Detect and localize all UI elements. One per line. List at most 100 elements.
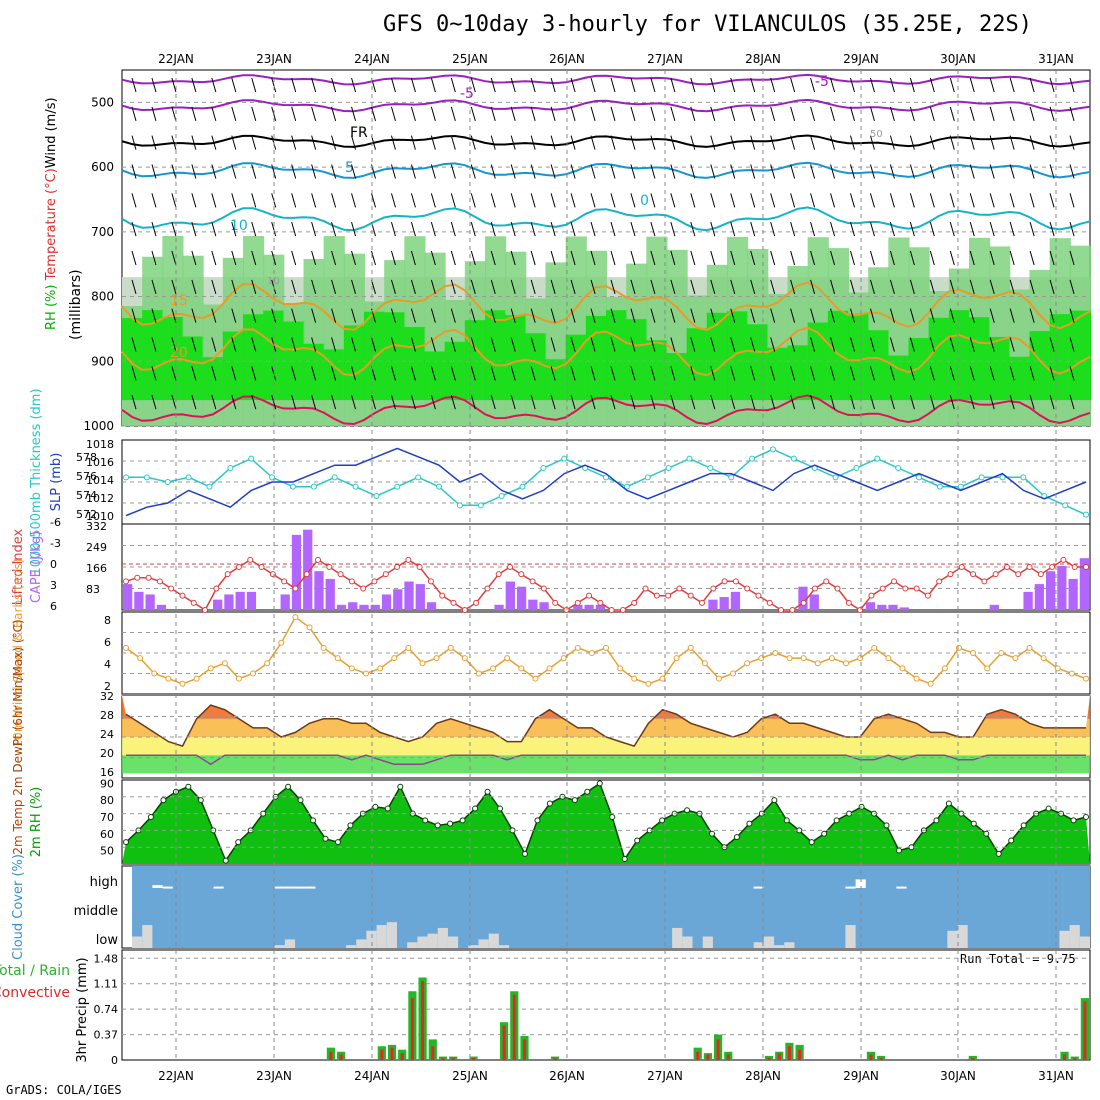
- precip-convective-bar: [390, 1047, 394, 1060]
- wind-barb: [1009, 250, 1015, 266]
- cape-bar: [314, 571, 324, 610]
- wind-speed-series-point: [1040, 655, 1047, 662]
- li-series-point: [845, 599, 852, 606]
- cape-bar: [156, 604, 167, 610]
- thickness-series-point: [623, 483, 630, 490]
- wind-speed-series-point: [193, 675, 200, 682]
- wind-barb: [929, 395, 935, 410]
- slp-series: [125, 447, 1087, 517]
- rh-series-point: [521, 850, 528, 857]
- wind-barb: [151, 395, 157, 410]
- wind-barb: [630, 193, 636, 208]
- wind-barb: [550, 164, 556, 179]
- thickness-series-point: [331, 474, 338, 481]
- wind-barb: [790, 164, 796, 179]
- wind-barb: [550, 135, 556, 150]
- wind-speed-series-point: [306, 624, 313, 631]
- wind-barb: [810, 77, 816, 93]
- li-series-point: [563, 607, 570, 613]
- rh-tick-label: 70: [100, 811, 114, 824]
- wind-barb: [770, 250, 776, 266]
- rh-series-point: [546, 800, 553, 807]
- isotherm-5: [121, 161, 1091, 179]
- wind-barb: [969, 106, 975, 121]
- wind-barb: [291, 106, 297, 121]
- wind-barb: [530, 106, 536, 121]
- thickness-series-point: [477, 502, 484, 509]
- wind-barb: [929, 106, 935, 121]
- wind-barb: [1049, 106, 1055, 121]
- wind-barb: [670, 250, 676, 266]
- wind-barb: [490, 77, 496, 93]
- wind-barb: [770, 366, 776, 381]
- date-label-bottom: 31JAN: [1038, 1069, 1074, 1083]
- wind-barb: [889, 366, 895, 381]
- wind-barb: [770, 77, 776, 93]
- li-series-point: [495, 571, 502, 578]
- wind-speed-series-point: [645, 680, 652, 687]
- temp-band: [122, 737, 1090, 756]
- wind-barb: [1069, 77, 1075, 93]
- cloud-high-bar: [152, 885, 163, 888]
- wind-barb: [730, 337, 736, 352]
- li-series-point: [281, 578, 288, 585]
- precip-convective-bar: [971, 1057, 975, 1060]
- wind-barb: [730, 135, 736, 150]
- wind-barb: [231, 395, 237, 410]
- wind-barb: [630, 279, 636, 294]
- wind-barb: [909, 279, 915, 294]
- wind-barb: [211, 308, 217, 323]
- rh-core: [989, 336, 1011, 401]
- wind-barb: [470, 106, 476, 121]
- wind-barb: [830, 164, 836, 179]
- rh-core: [1069, 310, 1091, 401]
- wind-barb: [450, 77, 456, 93]
- wind-barb: [949, 250, 955, 266]
- rh-series-point: [1070, 817, 1077, 824]
- wind-barb: [590, 222, 596, 237]
- wind-barb: [929, 366, 935, 381]
- rh-series-point: [422, 817, 429, 824]
- rh-core: [706, 312, 728, 401]
- wind-barb: [470, 250, 476, 266]
- wind-barb: [510, 135, 516, 150]
- temp-tick-label: 16: [100, 766, 114, 779]
- cloud-low-bar: [1069, 925, 1080, 948]
- pressure-tick-label: 900: [91, 354, 114, 368]
- wind-barb: [1009, 106, 1015, 121]
- wind-barb: [690, 106, 696, 121]
- li-tick-label: 3: [50, 579, 57, 592]
- wind-barb: [650, 366, 656, 381]
- slp-tick-label: 1016: [86, 456, 114, 469]
- thickness-series-point: [227, 465, 234, 471]
- wind-barb: [690, 135, 696, 150]
- wind-barb: [770, 308, 776, 323]
- wind-barb: [410, 164, 416, 179]
- wind-barb: [850, 77, 855, 93]
- wind-barb: [989, 366, 995, 381]
- wind-barb: [530, 135, 536, 150]
- wind-speed-series-point: [377, 665, 384, 672]
- wind-barb: [730, 279, 736, 294]
- li-series-point: [608, 607, 615, 613]
- li-series-point: [540, 585, 547, 592]
- wind-barb: [750, 193, 756, 208]
- rh-series-point: [310, 817, 317, 824]
- wind-barb: [450, 308, 456, 323]
- wind-barb: [231, 193, 237, 208]
- wind-barb: [371, 337, 376, 352]
- wind-barb: [750, 77, 756, 93]
- wind-barb: [810, 135, 816, 150]
- cloud-background: [132, 866, 1090, 948]
- wind-barb: [251, 395, 257, 410]
- wind-barb: [351, 366, 357, 381]
- wind-barb: [251, 308, 257, 323]
- li-series-point: [213, 585, 220, 592]
- wind-barb: [590, 337, 596, 352]
- wind-barb: [850, 193, 855, 208]
- wind-speed-series-point: [913, 675, 920, 682]
- cloud-low-bar: [274, 945, 285, 948]
- wind-barb: [989, 106, 995, 121]
- wind-barb: [869, 250, 875, 266]
- pressure-tick-label: 600: [91, 160, 114, 174]
